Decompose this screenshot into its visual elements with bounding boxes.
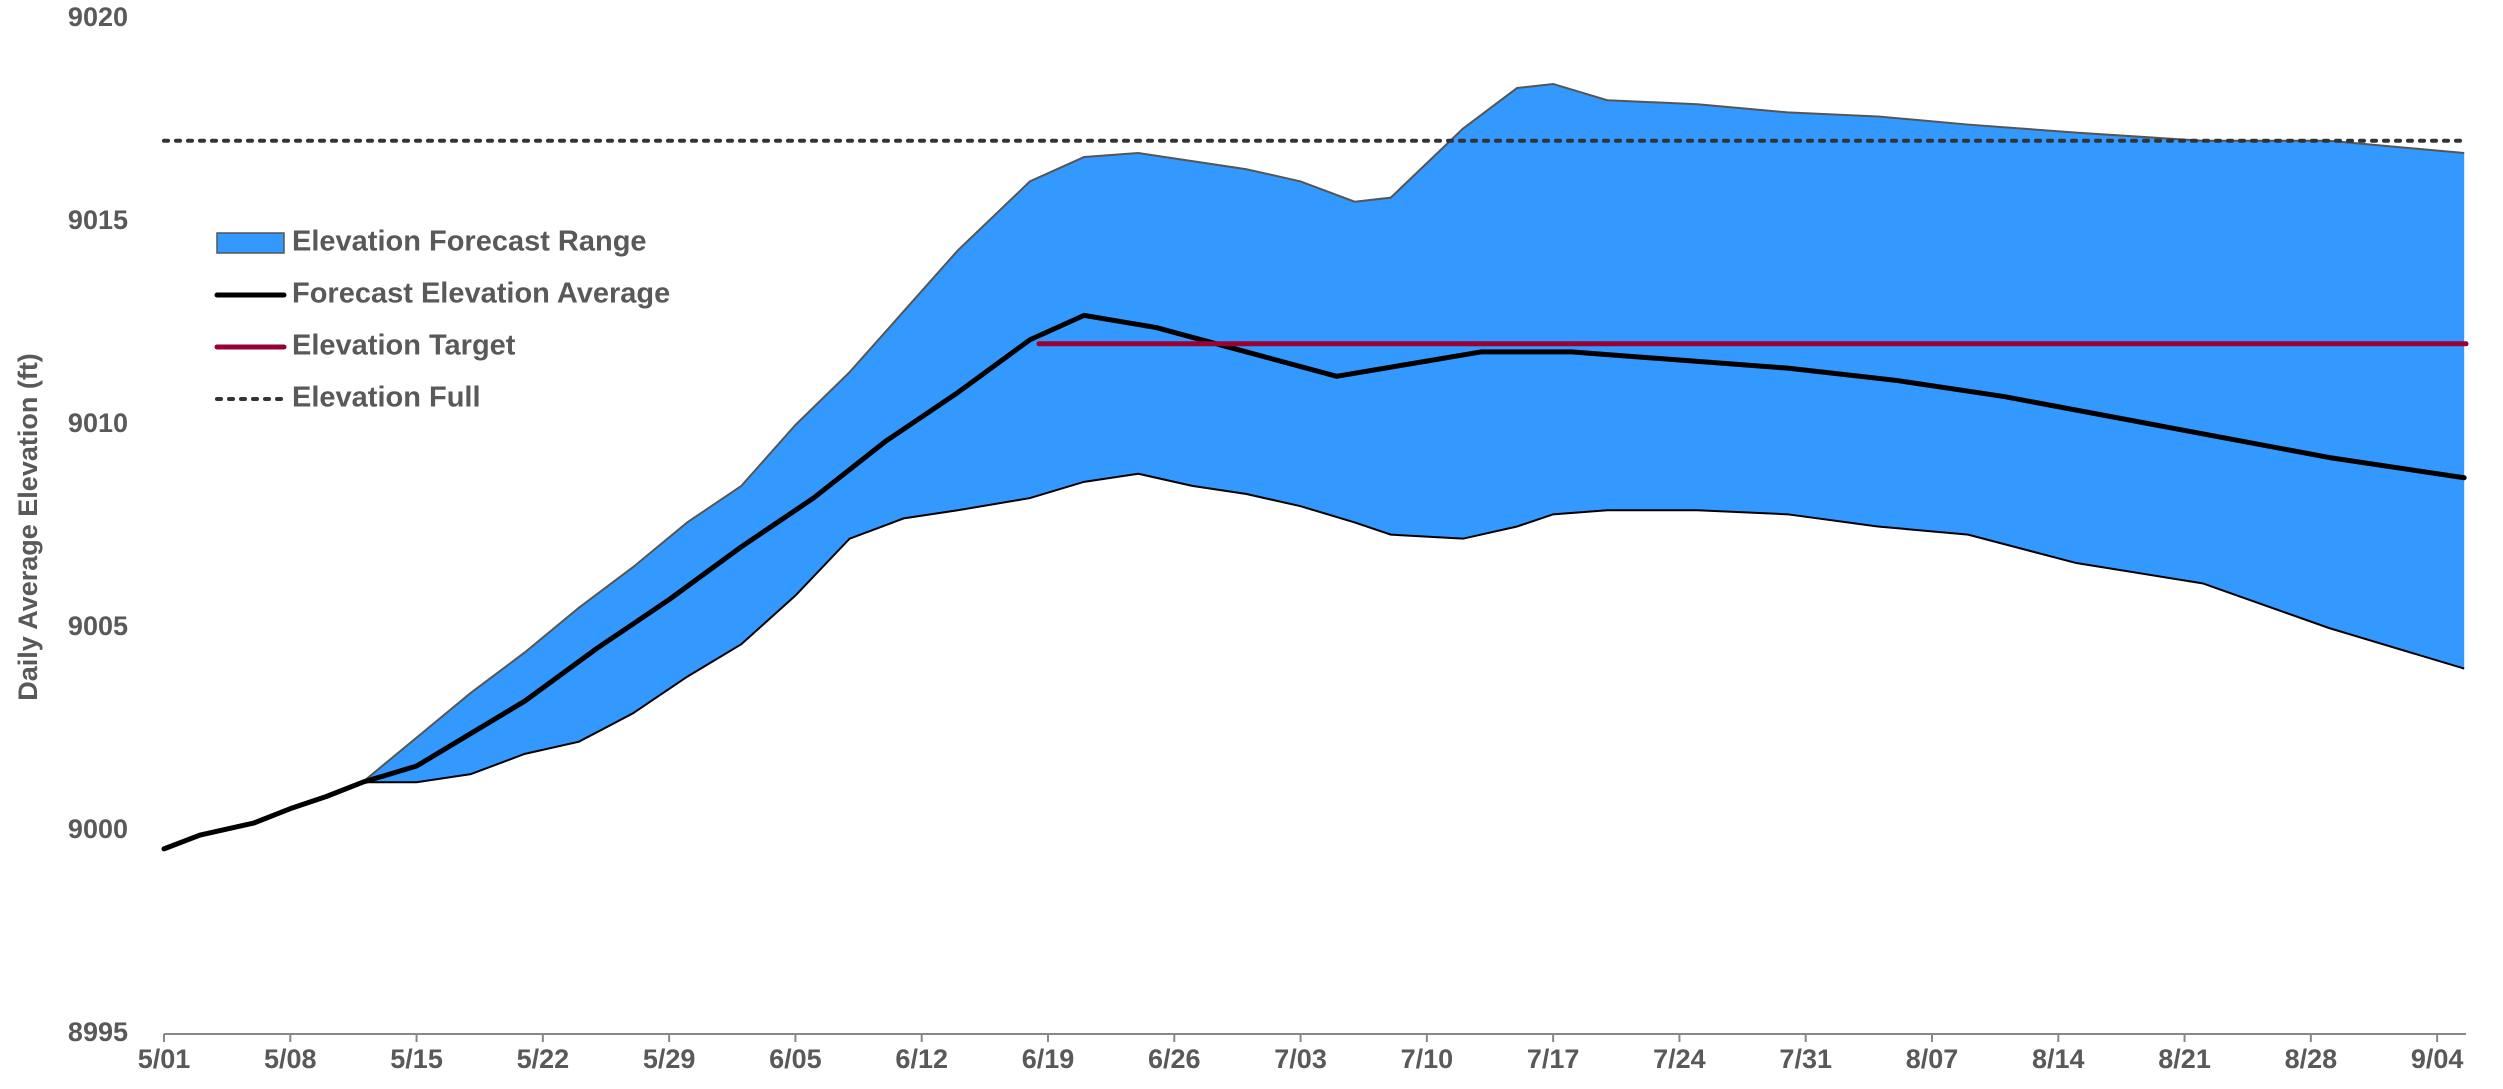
y-tick-label: 8995 xyxy=(68,1017,128,1047)
x-tick-label: 7/17 xyxy=(1527,1044,1580,1074)
legend-swatch xyxy=(216,232,285,254)
range-lower-edge xyxy=(362,472,2465,784)
x-tick-label: 8/14 xyxy=(2032,1044,2085,1074)
y-axis-title: Daily Average Elevation (ft) xyxy=(13,353,43,701)
y-tick-label: 9005 xyxy=(68,611,128,641)
y-tick-label: 9000 xyxy=(68,814,128,844)
range-upper-edge xyxy=(361,82,2465,784)
x-tick-label: 6/12 xyxy=(895,1044,948,1074)
x-tick-label: 7/03 xyxy=(1274,1044,1327,1074)
x-tick-label: 8/28 xyxy=(2285,1044,2338,1074)
series-line xyxy=(161,312,2467,852)
x-tick-label: 5/08 xyxy=(264,1044,317,1074)
forecast-range xyxy=(362,83,2465,783)
x-tick-label: 5/29 xyxy=(643,1044,696,1074)
x-tick-label: 5/15 xyxy=(390,1044,443,1074)
legend-label: Forecast Elevation Average xyxy=(292,278,670,310)
x-tick-label: 8/07 xyxy=(1906,1044,1959,1074)
legend-label: Elevation Full xyxy=(292,382,481,414)
y-tick-label: 9015 xyxy=(68,205,128,235)
x-tick-label: 7/10 xyxy=(1401,1044,1454,1074)
x-tick-label: 9/04 xyxy=(2411,1044,2464,1074)
x-tick-label: 7/24 xyxy=(1653,1044,1706,1074)
x-tick-label: 8/21 xyxy=(2158,1044,2211,1074)
x-tick-label: 6/19 xyxy=(1022,1044,1075,1074)
x-tick-label: 5/22 xyxy=(517,1044,570,1074)
x-tick-label: 7/31 xyxy=(1779,1044,1832,1074)
legend-label: Elevation Forecast Range xyxy=(292,226,647,258)
x-tick-label: 6/26 xyxy=(1148,1044,1201,1074)
legend-label: Elevation Target xyxy=(292,330,516,362)
x-tick-label: 6/05 xyxy=(769,1044,822,1074)
y-tick-label: 9010 xyxy=(68,408,128,438)
y-tick-label: 9020 xyxy=(68,2,128,32)
x-tick-label: 5/01 xyxy=(138,1044,191,1074)
